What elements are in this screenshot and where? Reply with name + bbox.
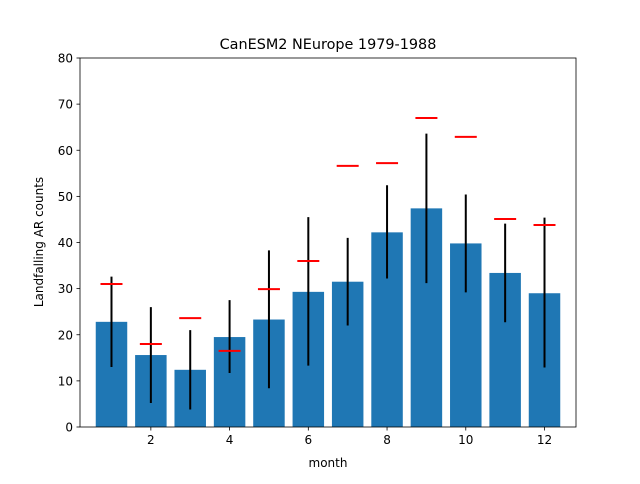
x-axis-label: month (309, 456, 348, 470)
y-tick-label-40: 40 (58, 236, 73, 250)
y-tick-label-0: 0 (65, 421, 73, 435)
y-tick-label-10: 10 (58, 374, 73, 388)
x-tick-label-10: 10 (458, 433, 473, 447)
x-tick-label-4: 4 (226, 433, 234, 447)
x-tick-label-8: 8 (383, 433, 391, 447)
x-tick-label-6: 6 (304, 433, 312, 447)
x-tick-label-2: 2 (147, 433, 155, 447)
y-tick-label-20: 20 (58, 328, 73, 342)
y-tick-label-60: 60 (58, 144, 73, 158)
y-axis-label: Landfalling AR counts (32, 177, 46, 307)
y-tick-label-70: 70 (58, 98, 73, 112)
y-tick-label-80: 80 (58, 52, 73, 66)
y-tick-label-30: 30 (58, 282, 73, 296)
chart-title: CanESM2 NEurope 1979-1988 (220, 37, 437, 53)
y-tick-label-50: 50 (58, 190, 73, 204)
x-tick-label-12: 12 (537, 433, 552, 447)
plot-area: 2 4 6 8 10 12 0 10 20 30 40 50 60 70 80 (58, 52, 577, 447)
